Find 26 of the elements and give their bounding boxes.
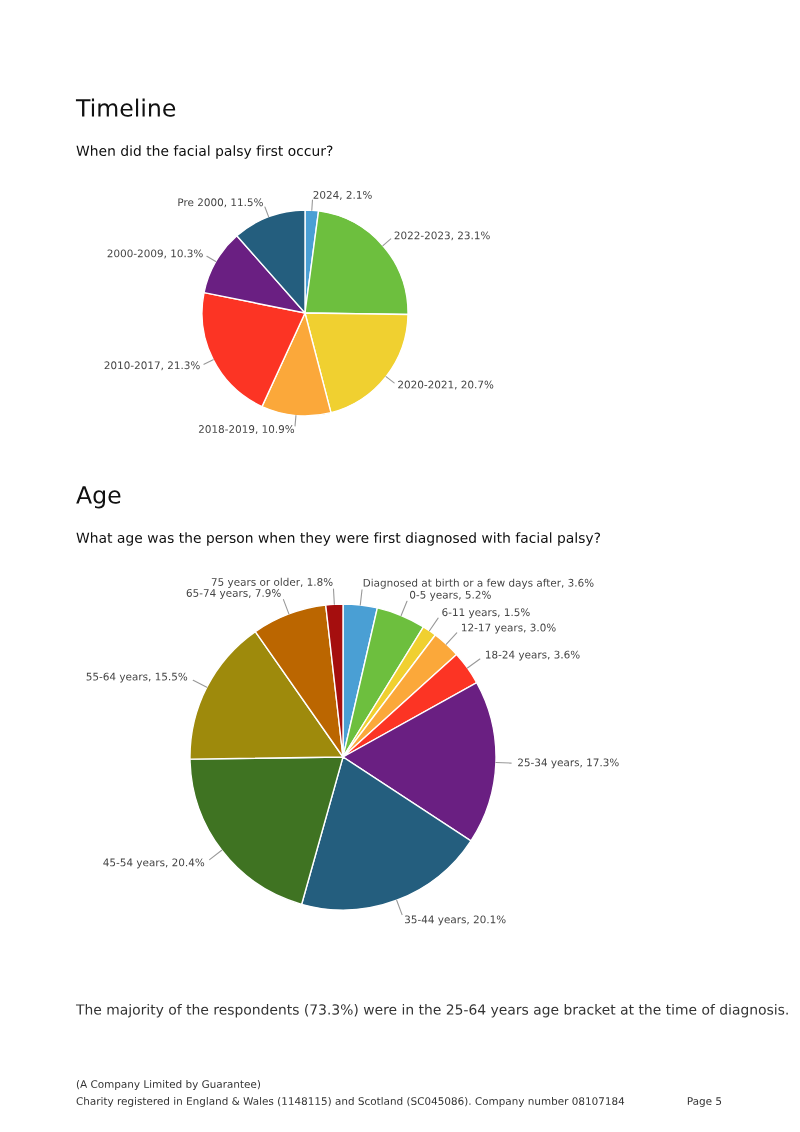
slice-label: 0-5 years, 5.2% <box>409 590 491 601</box>
text: (A Company Limited by Guarantee) <box>76 1079 261 1091</box>
slice-label: 2022-2023, 23.1% <box>394 231 490 241</box>
slice-label: 25-34 years, 17.3% <box>518 758 619 769</box>
slice-label: 45-54 years, 20.4% <box>103 858 205 869</box>
slice-label: 35-44 years, 20.1% <box>404 915 506 926</box>
slice-label: 65-74 years, 7.9% <box>186 589 281 599</box>
slice-label: 2000-2009, 10.3% <box>107 249 203 259</box>
slice-label: 6-11 years, 1.5% <box>442 608 530 619</box>
slice-label: 2024, 2.1% <box>313 190 372 200</box>
text: The majority of the respondents (73.3%) were in the 25-64 years age bracket at the time of diagnosis. <box>75 1004 788 1018</box>
slice-label: 18-24 years, 3.6% <box>485 650 580 661</box>
chart-title: Age <box>76 486 121 509</box>
slice-label: 2018-2019, 10.9% <box>198 425 295 435</box>
chart-subtitle: What age was the person when they were first diagnosed with facial palsy? <box>76 532 601 546</box>
slice-label: 2010-2017, 21.3% <box>104 361 200 371</box>
slice-label: 75 years or older, 1.8% <box>211 577 333 588</box>
slice-label: 55-64 years, 15.5% <box>86 672 188 683</box>
slice-label: Pre 2000, 11.5% <box>178 198 263 208</box>
slice-label: 12-17 years, 3.0% <box>462 623 556 634</box>
chart-subtitle: When did the facial palsy first occur? <box>76 145 333 159</box>
slice-label: Diagnosed at birth or a few days after, 3.6% <box>363 578 594 589</box>
chart-title: Timeline <box>75 98 176 117</box>
text: Page 5 <box>687 1097 722 1108</box>
slice-label: 2020-2021, 20.7% <box>398 380 494 390</box>
text: Charity registered in England & Wales (1148115) and Scotland (SC045086). Company number 08107184 <box>76 1096 625 1108</box>
